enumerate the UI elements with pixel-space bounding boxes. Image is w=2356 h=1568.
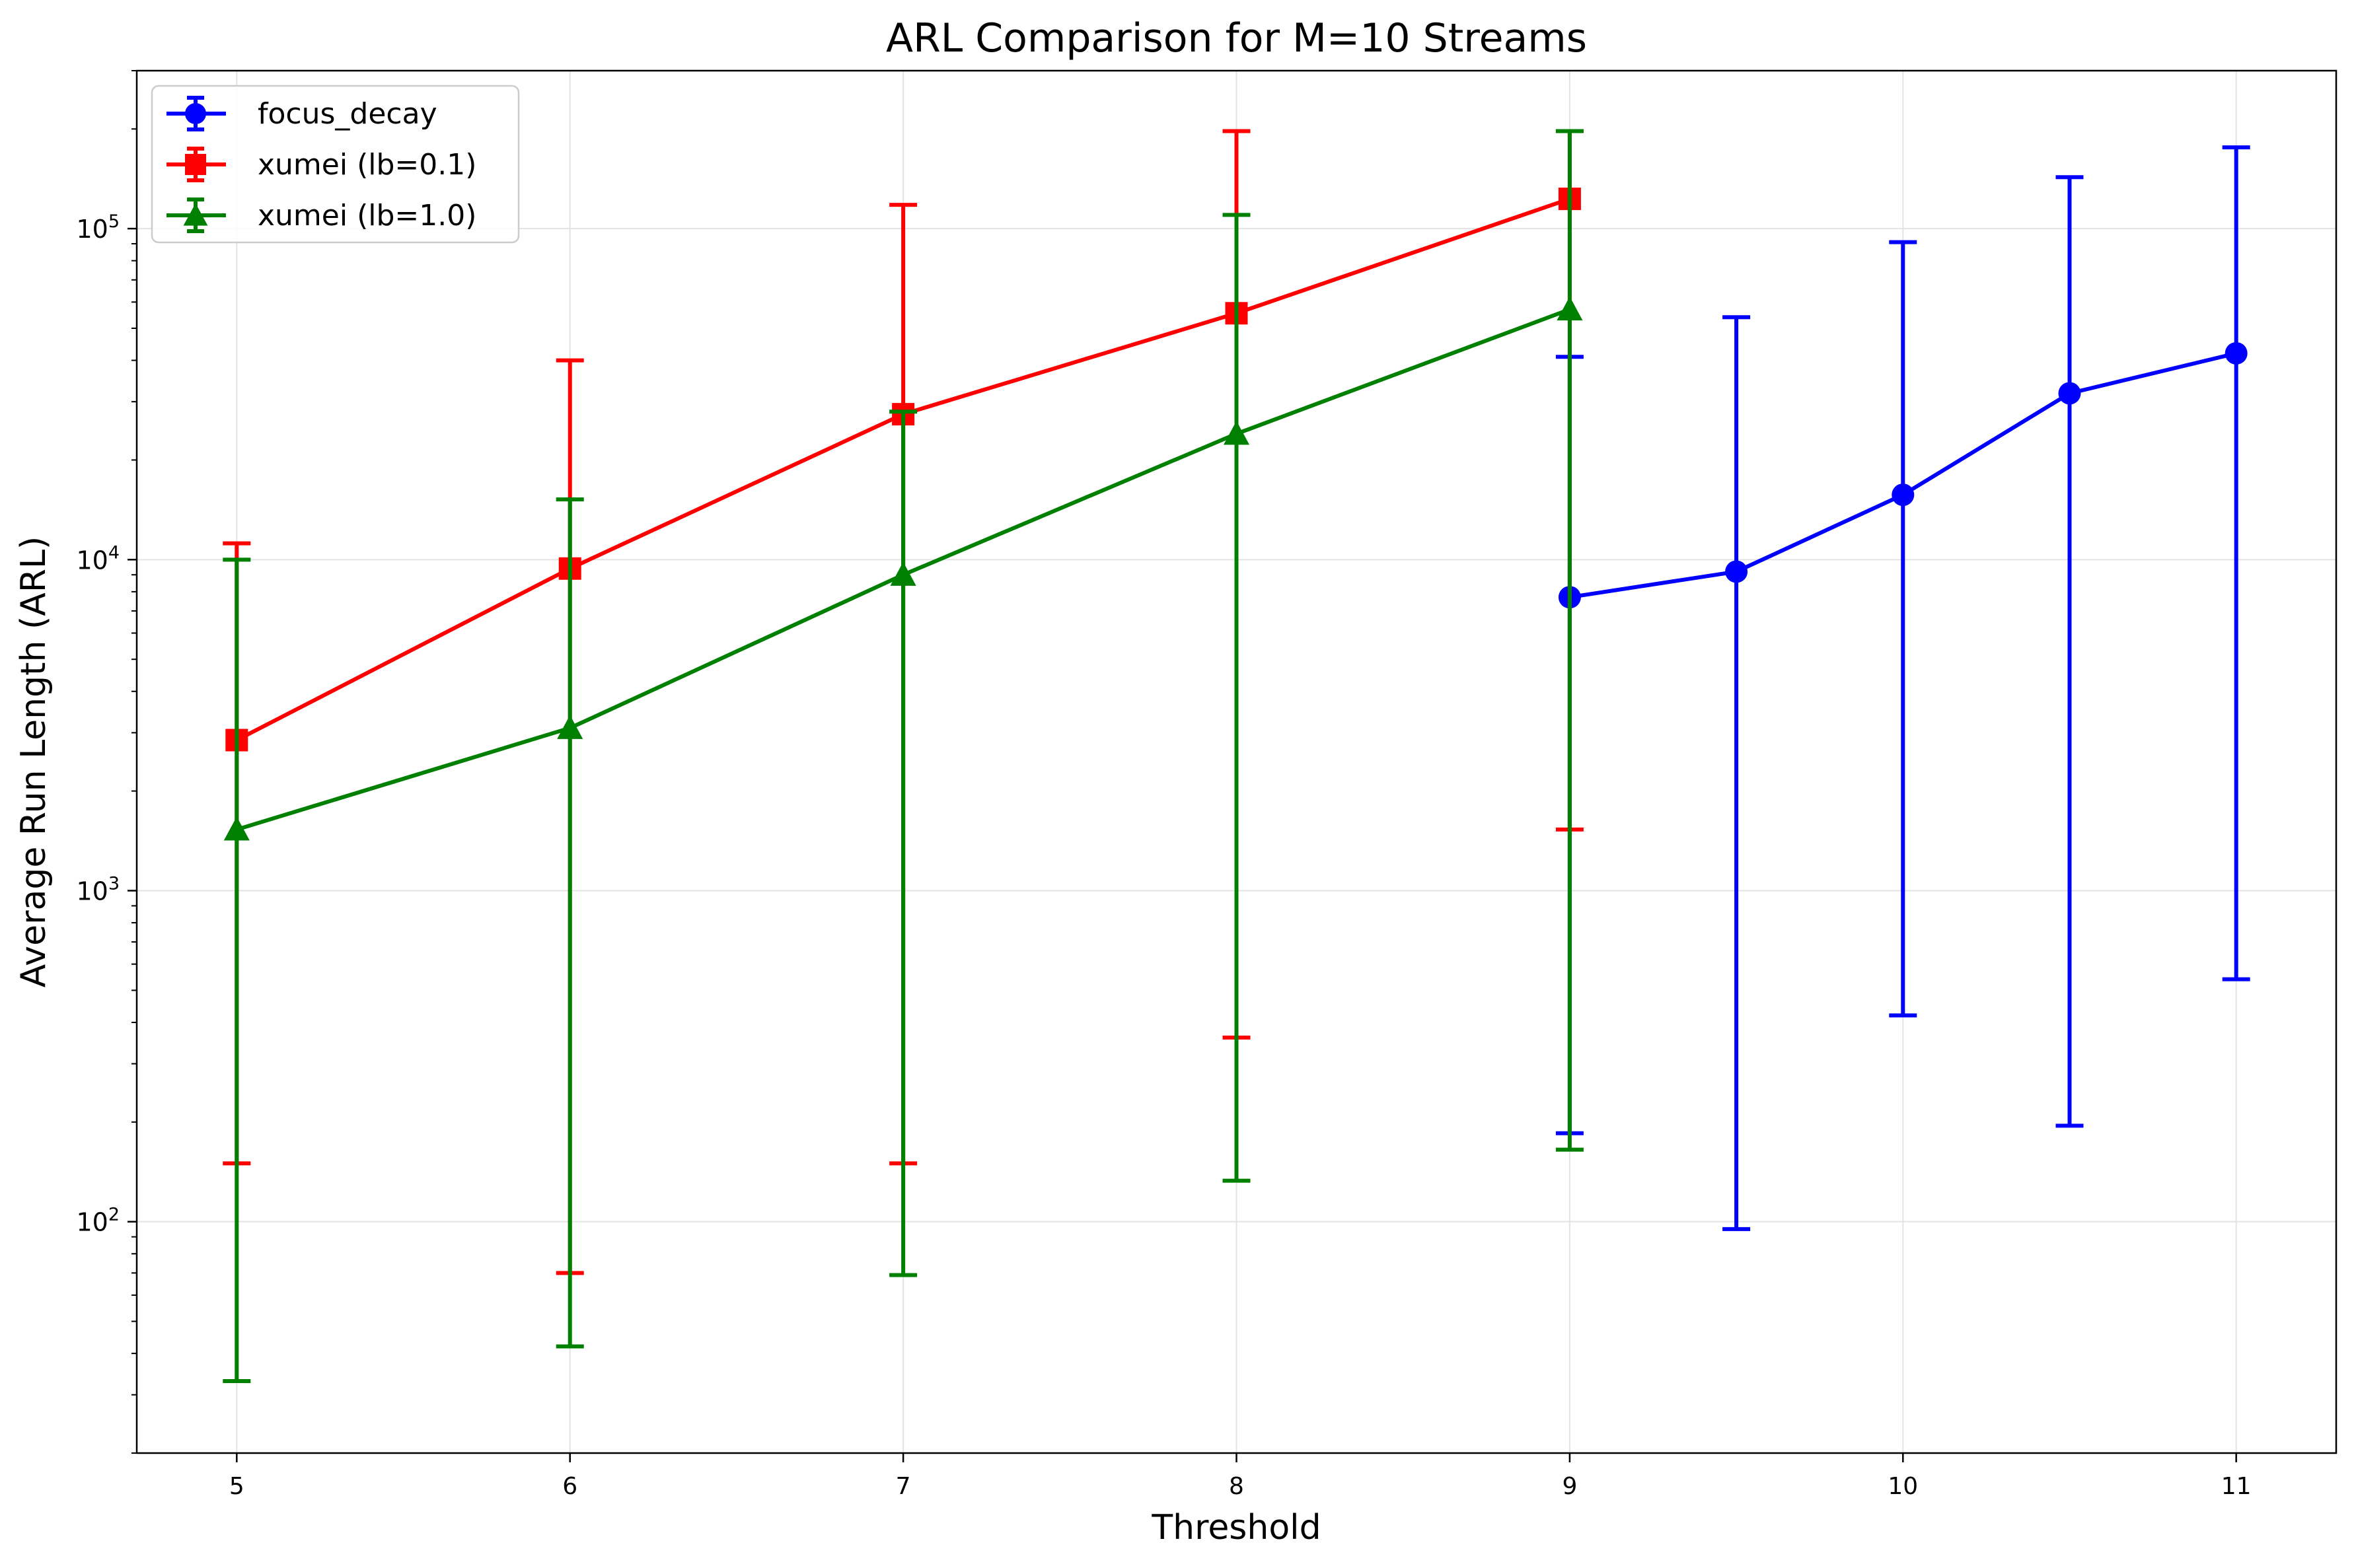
x-tick-label: 9 [1562,1473,1577,1500]
data-point [1223,421,1250,445]
legend-label: xumei (lb=0.1) [258,148,476,182]
data-point [890,561,916,586]
data-point [1892,483,1915,507]
legend-entry: xumei (lb=0.1) [166,147,476,182]
y-tick-label: 102 [76,1205,120,1237]
data-point [557,715,583,739]
data-point [2225,341,2248,365]
x-tick-label: 7 [896,1473,911,1500]
legend-label: focus_decay [258,97,437,131]
data-point [1557,296,1583,321]
x-tick-label: 10 [1888,1473,1918,1500]
ticks: 5 6 7 8 9 10 11 102 103 104 105 [76,70,2252,1500]
x-axis-label: Threshold [1151,1508,1321,1548]
legend-entry: xumei (lb=1.0) [166,197,476,233]
legend-entry: focus_decay [166,96,437,131]
data-point [1725,560,1748,583]
x-tick-label: 6 [562,1473,577,1500]
data-point [223,816,250,841]
data-point [185,154,206,175]
data-point [183,203,208,226]
y-tick-label: 104 [76,542,120,575]
x-tick-label: 11 [2221,1473,2252,1500]
legend-box [151,85,520,244]
data-point [2058,382,2081,405]
series-xumei-lb-1-0- [223,129,1584,1383]
y-tick-label: 105 [76,211,120,244]
x-tick-label: 5 [229,1473,244,1500]
data-point [185,103,206,124]
x-tick-label: 8 [1229,1473,1244,1500]
y-axis-label: Average Run Length (ARL) [14,536,54,987]
legend-label: xumei (lb=1.0) [258,199,476,232]
plot-area [223,129,2250,1383]
chart-title: ARL Comparison for M=10 Streams [886,15,1587,61]
y-tick-label: 103 [76,873,120,906]
